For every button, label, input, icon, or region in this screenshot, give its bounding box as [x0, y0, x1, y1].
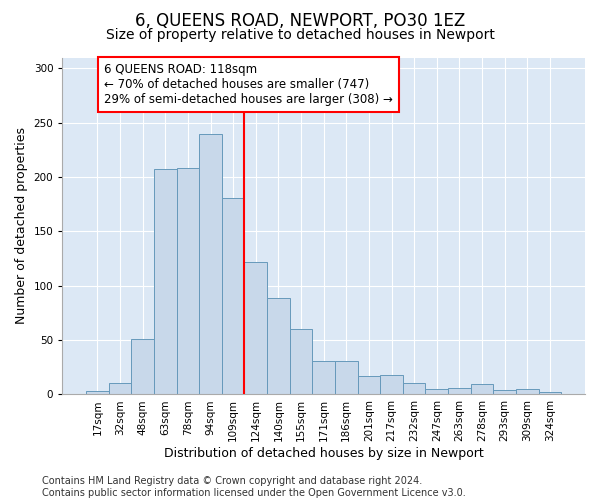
Bar: [335, 361, 358, 394]
Bar: [403, 382, 425, 394]
Bar: [471, 384, 493, 394]
Text: Size of property relative to detached houses in Newport: Size of property relative to detached ho…: [106, 28, 494, 42]
Text: Contains HM Land Registry data © Crown copyright and database right 2024.
Contai: Contains HM Land Registry data © Crown c…: [42, 476, 466, 498]
Bar: [380, 375, 403, 394]
Bar: [131, 339, 154, 394]
Bar: [244, 262, 267, 394]
Bar: [154, 170, 176, 394]
Bar: [86, 391, 109, 394]
Bar: [448, 388, 471, 394]
Bar: [313, 361, 335, 394]
Bar: [109, 382, 131, 394]
X-axis label: Distribution of detached houses by size in Newport: Distribution of detached houses by size …: [164, 447, 484, 460]
Text: 6 QUEENS ROAD: 118sqm
← 70% of detached houses are smaller (747)
29% of semi-det: 6 QUEENS ROAD: 118sqm ← 70% of detached …: [104, 63, 393, 106]
Bar: [493, 390, 516, 394]
Bar: [222, 198, 244, 394]
Bar: [176, 168, 199, 394]
Bar: [516, 389, 539, 394]
Bar: [290, 329, 313, 394]
Bar: [199, 134, 222, 394]
Bar: [358, 376, 380, 394]
Bar: [539, 392, 561, 394]
Y-axis label: Number of detached properties: Number of detached properties: [15, 128, 28, 324]
Bar: [425, 389, 448, 394]
Text: 6, QUEENS ROAD, NEWPORT, PO30 1EZ: 6, QUEENS ROAD, NEWPORT, PO30 1EZ: [135, 12, 465, 30]
Bar: [267, 298, 290, 394]
